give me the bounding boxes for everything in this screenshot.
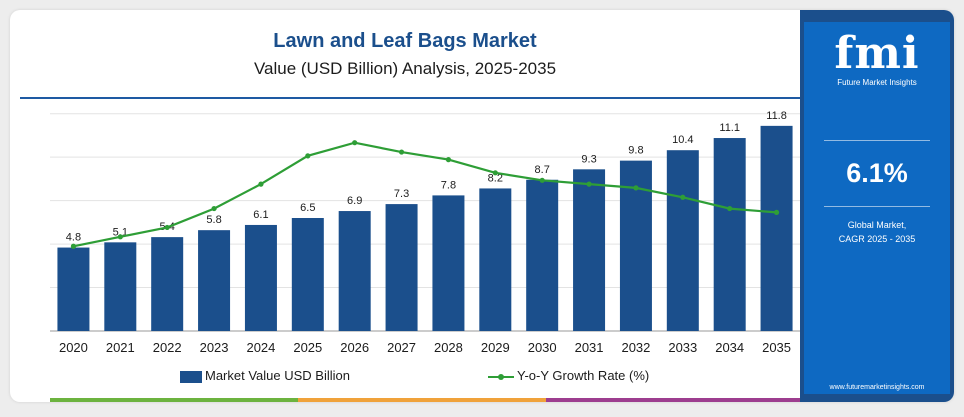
bar — [432, 195, 465, 331]
x-tick-label: 2035 — [762, 340, 791, 355]
bar-value-label: 9.8 — [628, 145, 643, 157]
header-divider — [20, 97, 800, 99]
x-tick-label: 2020 — [59, 340, 88, 355]
growth-rate-point — [398, 149, 405, 155]
bar-value-label: 7.3 — [394, 188, 409, 200]
accent-stripe-purple — [546, 398, 800, 402]
cagr-label-line1: Global Market, — [847, 220, 907, 230]
logo-text: fmi — [834, 28, 920, 79]
bar-value-label: 11.8 — [766, 110, 787, 122]
growth-rate-line — [73, 141, 777, 248]
bar — [573, 169, 606, 331]
growth-rate-point — [773, 209, 780, 215]
growth-rate-point — [633, 185, 639, 191]
bar-value-label: 4.8 — [66, 232, 81, 244]
chart-card: Lawn and Leaf Bags Market Value (USD Bil… — [10, 10, 954, 402]
bar — [385, 204, 418, 331]
x-tick-label: 2029 — [481, 340, 510, 355]
growth-rate-point — [70, 243, 77, 249]
growth-rate-point — [258, 181, 264, 187]
bar — [666, 150, 699, 331]
cagr-value: 6.1% — [846, 158, 908, 188]
bar — [713, 138, 746, 331]
cagr-label-line2: CAGR 2025 - 2035 — [838, 234, 916, 244]
growth-rate-point — [352, 140, 358, 146]
bar-value-label: 6.1 — [253, 209, 268, 221]
growth-rate-point — [445, 157, 452, 163]
legend-bar-item: Market Value USD Billion — [180, 368, 350, 383]
x-tick-label: 2031 — [575, 340, 604, 355]
sidebar-divider-top — [824, 140, 930, 141]
legend-line-item: Y-o-Y Growth Rate (%) — [488, 368, 649, 383]
chart-subtitle: Value (USD Billion) Analysis, 2025-2035 — [253, 59, 557, 78]
logo-subtitle: Future Market Insights — [837, 78, 917, 87]
growth-rate-point — [117, 234, 123, 240]
bar-value-label: 8.7 — [535, 164, 550, 176]
bar — [526, 179, 559, 331]
x-tick-label: 2025 — [293, 340, 322, 355]
growth-rate-point — [211, 205, 217, 212]
bar-value-label: 10.4 — [672, 134, 693, 146]
bar — [291, 218, 324, 331]
bar — [151, 237, 184, 331]
bar-value-label: 5.8 — [206, 214, 221, 226]
growth-rate-point — [164, 224, 170, 231]
bar — [57, 247, 90, 331]
bar-value-label: 8.2 — [488, 172, 503, 184]
fmi-logo: fmi Future Market Insights — [804, 32, 950, 88]
legend-bar-swatch — [180, 370, 202, 383]
bar-value-label: 6.5 — [300, 202, 315, 214]
growth-rate-point — [727, 205, 733, 212]
x-tick-label: 2034 — [715, 340, 744, 355]
x-tick-label: 2023 — [200, 340, 229, 355]
x-tick-label: 2022 — [153, 340, 182, 355]
x-tick-label: 2026 — [340, 340, 369, 355]
sidebar-divider-bottom — [824, 206, 930, 207]
x-tick-label: 2027 — [387, 340, 416, 355]
bar-value-label: 11.1 — [719, 122, 740, 134]
growth-rate-point — [680, 194, 686, 200]
legend-bar-label: Market Value USD Billion — [205, 368, 350, 383]
chart-header: Lawn and Leaf Bags Market Value (USD Bil… — [10, 28, 800, 82]
chart-title: Lawn and Leaf Bags Market — [273, 30, 537, 52]
website-link[interactable]: www.futuremarketinsights.com — [829, 384, 925, 391]
growth-rate-point — [586, 181, 592, 187]
brand-panel: fmi Future Market Insights 6.1% Global M… — [804, 22, 950, 394]
market-chart: 4.820205.120215.420225.820236.120246.520… — [50, 110, 800, 355]
growth-rate-point — [305, 153, 311, 159]
x-tick-label: 2021 — [106, 340, 135, 355]
bar — [198, 230, 231, 331]
brand-sidebar: fmi Future Market Insights 6.1% Global M… — [800, 10, 954, 402]
legend-line-label: Y-o-Y Growth Rate (%) — [517, 368, 650, 383]
x-tick-label: 2033 — [668, 340, 697, 355]
growth-rate-point — [539, 177, 545, 183]
bar-value-label: 6.9 — [347, 195, 362, 207]
bar-value-label: 7.8 — [441, 179, 456, 191]
growth-rate-point — [492, 170, 498, 176]
bar — [760, 125, 793, 331]
accent-stripe-green — [50, 398, 298, 402]
bar — [479, 188, 512, 331]
x-tick-label: 2032 — [621, 340, 650, 355]
x-tick-label: 2028 — [434, 340, 463, 355]
bar — [338, 211, 371, 331]
accent-stripe-orange — [298, 398, 546, 402]
legend-line-swatch — [488, 373, 514, 380]
x-tick-label: 2024 — [246, 340, 275, 355]
bar — [244, 224, 277, 331]
x-tick-label: 2030 — [528, 340, 557, 355]
bar — [104, 242, 137, 331]
bar-value-label: 9.3 — [581, 153, 596, 165]
cagr-label: Global Market, CAGR 2025 - 2035 — [804, 218, 950, 246]
